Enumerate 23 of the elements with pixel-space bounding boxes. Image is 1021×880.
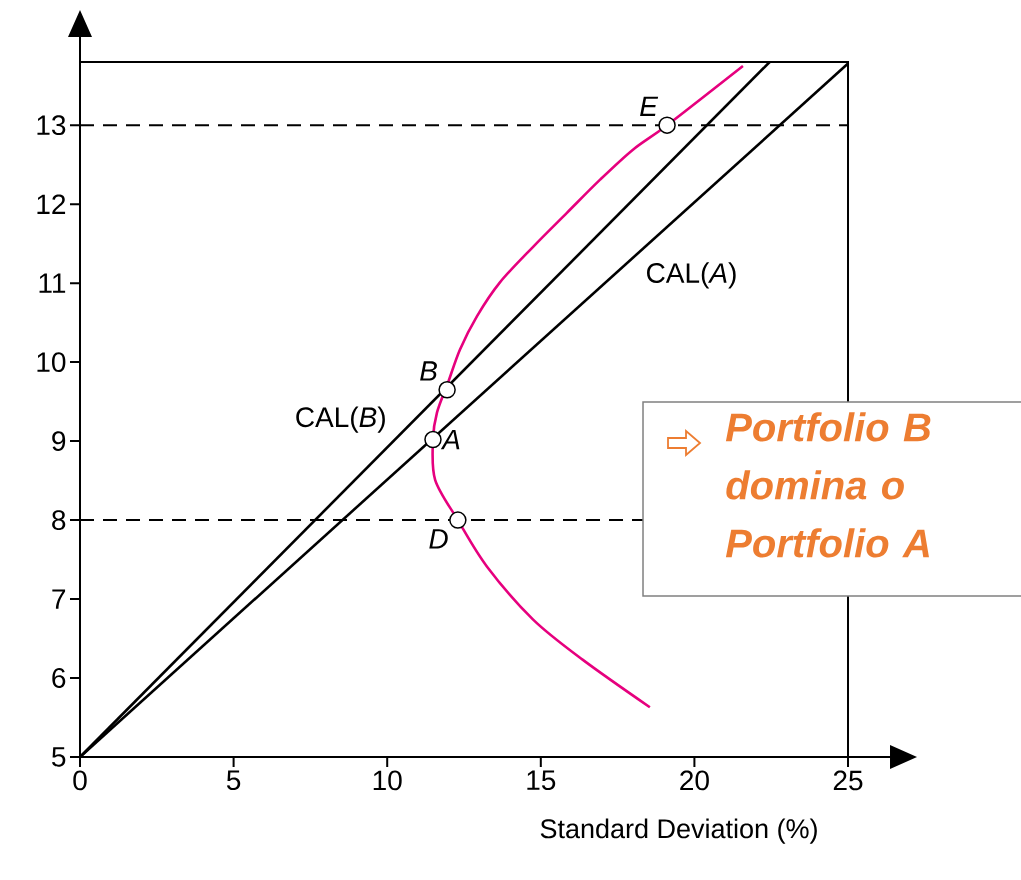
x-tick-label: 20 [680,770,709,791]
y-tick-label: 6 [52,668,66,688]
y-tick-label: 9 [52,431,66,452]
series-label: CAL(A) [647,262,736,289]
y-tick-label: 10 [37,352,66,373]
annotation: B [420,361,437,381]
series-label: CAL(B) [296,406,385,433]
x-tick-label: 15 [527,770,556,791]
annotation: E [640,96,659,116]
annotation: A [440,429,460,450]
y-tick-label: 13 [37,115,66,136]
x-tick-label: 25 [833,770,863,791]
x-tick-label: 10 [373,770,402,791]
x-tick-label: 0 [73,770,87,791]
x-tick-label: 5 [226,770,241,791]
x-axis-title: Standard Deviation (%) [540,818,817,844]
y-tick-label: 5 [52,747,66,767]
y-tick-label: 7 [52,589,66,609]
y-tick-label: 8 [52,510,66,530]
annotation: Portfolio B domina o Portfolio A [725,412,931,558]
y-tick-label: 11 [39,273,66,293]
y-tick-label: 12 [37,194,66,214]
annotation: D [429,529,448,549]
